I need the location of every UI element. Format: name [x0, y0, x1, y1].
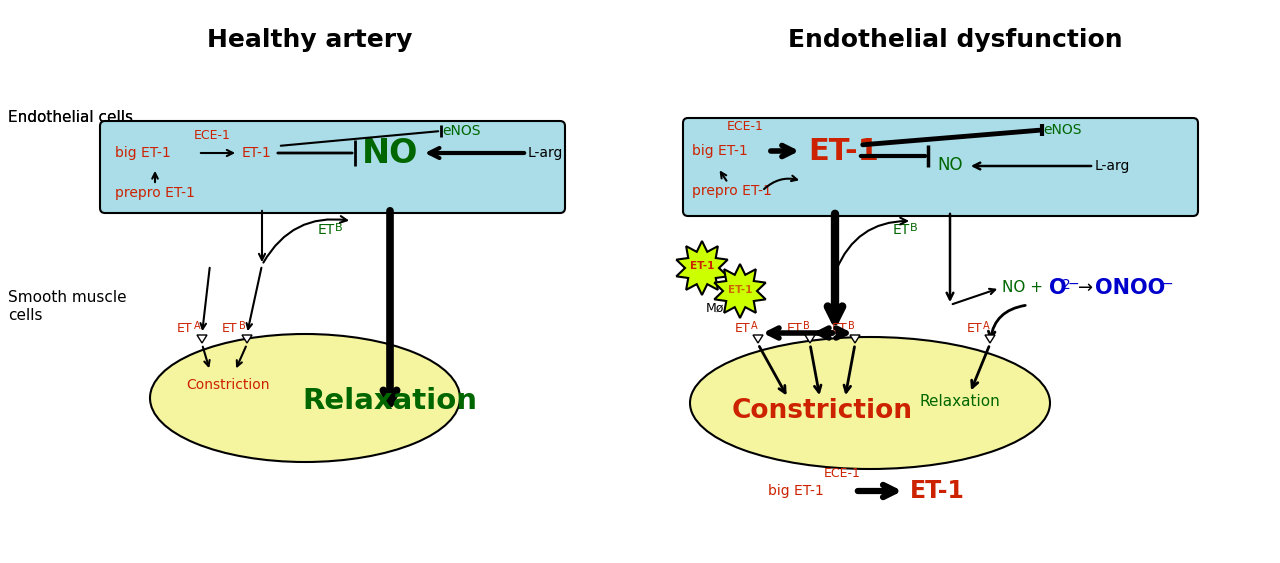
Text: Relaxation: Relaxation [302, 387, 477, 415]
Text: B: B [910, 223, 918, 233]
Polygon shape [676, 241, 727, 295]
Text: ET: ET [177, 321, 192, 334]
Text: Endothelial dysfunction: Endothelial dysfunction [787, 28, 1123, 52]
Text: big ET-1: big ET-1 [115, 146, 170, 160]
Text: ECE-1: ECE-1 [727, 120, 763, 133]
Text: eNOS: eNOS [1043, 123, 1082, 137]
Polygon shape [850, 335, 860, 343]
Text: →: → [1078, 279, 1093, 297]
FancyBboxPatch shape [100, 121, 564, 213]
Text: ET-1: ET-1 [808, 136, 879, 166]
Text: Smooth muscle: Smooth muscle [8, 291, 127, 306]
Text: cells: cells [8, 307, 42, 323]
Text: ET-1: ET-1 [242, 146, 271, 160]
Text: A: A [195, 321, 201, 331]
Polygon shape [714, 264, 765, 318]
Polygon shape [986, 335, 995, 343]
Text: ET: ET [735, 321, 750, 334]
Text: B: B [849, 321, 855, 331]
Polygon shape [197, 335, 207, 343]
Text: Mø: Mø [705, 302, 724, 315]
Text: Constriction: Constriction [187, 378, 270, 392]
Text: ET-1: ET-1 [728, 285, 753, 295]
FancyBboxPatch shape [684, 118, 1198, 216]
Text: big ET-1: big ET-1 [768, 484, 824, 498]
Text: NO +: NO + [1002, 280, 1048, 296]
Text: prepro ET-1: prepro ET-1 [115, 186, 195, 200]
Text: ET-1: ET-1 [690, 261, 714, 271]
Text: −: − [1068, 277, 1079, 291]
Polygon shape [805, 335, 815, 343]
Text: O: O [1050, 278, 1066, 298]
Text: Endothelial cells: Endothelial cells [8, 110, 133, 126]
Text: NO: NO [937, 156, 963, 174]
Text: ET: ET [966, 321, 982, 334]
Text: big ET-1: big ET-1 [692, 144, 748, 158]
Text: ECE-1: ECE-1 [193, 129, 230, 142]
Text: prepro ET-1: prepro ET-1 [692, 184, 772, 198]
Text: ET: ET [786, 321, 803, 334]
Polygon shape [242, 335, 252, 343]
Text: ET: ET [832, 321, 847, 334]
Text: B: B [803, 321, 810, 331]
Text: 2: 2 [1062, 278, 1071, 292]
Text: NO: NO [362, 136, 419, 169]
Text: eNOS: eNOS [442, 124, 480, 138]
Text: Healthy artery: Healthy artery [207, 28, 412, 52]
Ellipse shape [690, 337, 1050, 469]
Text: A: A [751, 321, 758, 331]
Text: ET: ET [317, 223, 335, 237]
Text: B: B [335, 223, 343, 233]
Text: L-arg: L-arg [1094, 159, 1130, 173]
Text: L-arg: L-arg [529, 146, 563, 160]
Polygon shape [753, 335, 763, 343]
Text: ET: ET [221, 321, 237, 334]
Text: Endothelial cells: Endothelial cells [8, 110, 133, 126]
Text: ECE-1: ECE-1 [823, 467, 860, 480]
Text: Constriction: Constriction [731, 398, 913, 424]
Text: Relaxation: Relaxation [919, 394, 1001, 409]
Text: ET-1: ET-1 [910, 479, 965, 503]
Text: −: − [1162, 277, 1174, 291]
Text: B: B [239, 321, 246, 331]
Text: A: A [983, 321, 989, 331]
Text: ONOO: ONOO [1094, 278, 1165, 298]
Ellipse shape [150, 334, 460, 462]
Text: ET: ET [893, 223, 910, 237]
